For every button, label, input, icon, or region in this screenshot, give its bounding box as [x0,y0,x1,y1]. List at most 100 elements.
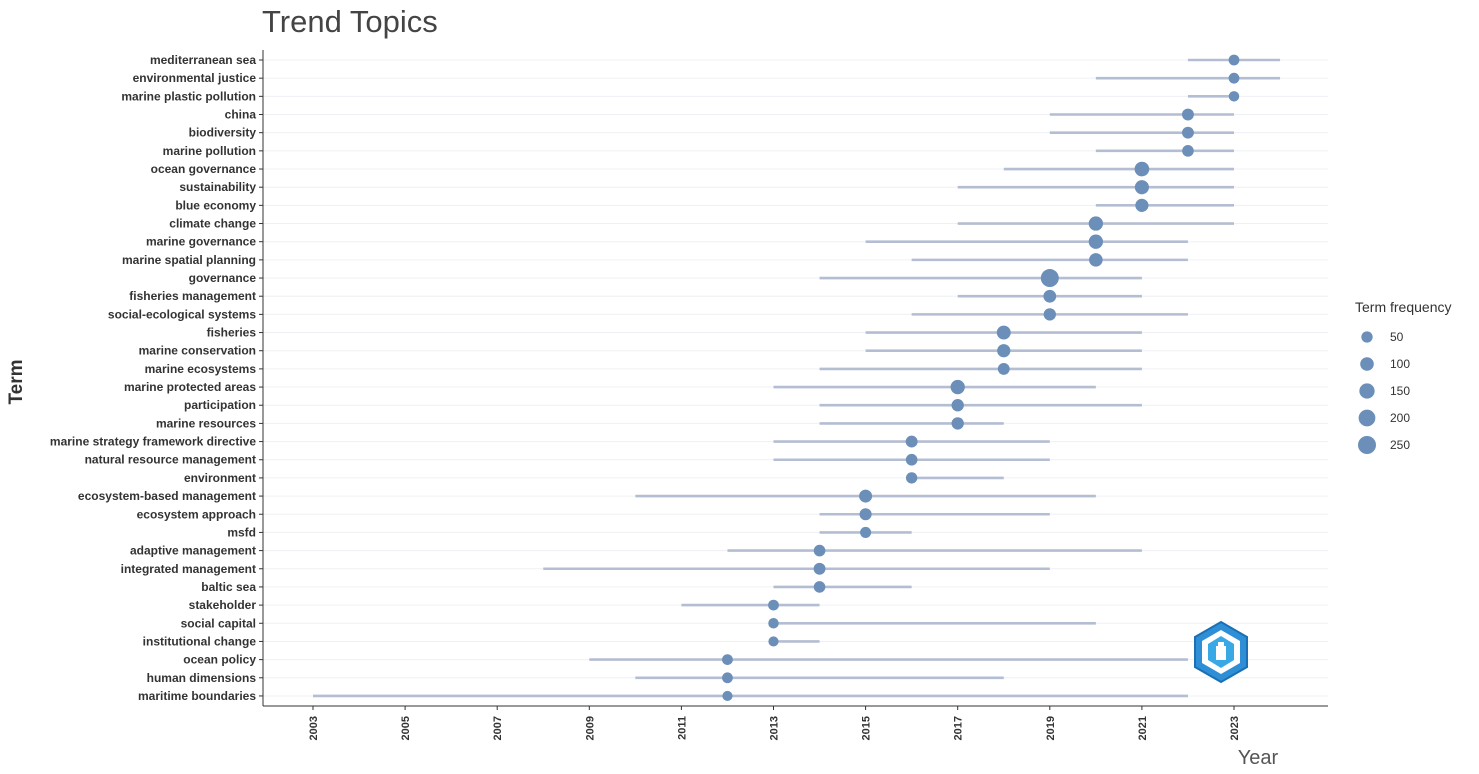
term-label: biodiversity [189,126,257,140]
term-label: ocean governance [151,162,257,176]
term-label: maritime boundaries [138,689,256,703]
term-label: fisheries management [129,289,256,303]
term-label: sustainability [179,180,256,194]
legend-label: 50 [1390,330,1404,344]
data-point [813,581,826,593]
term-label: environment [184,471,256,485]
term-label: marine governance [146,235,256,249]
chart-title: Trend Topics [262,4,438,39]
term-label: integrated management [121,562,256,576]
term-label: marine pollution [163,144,256,158]
y-axis: mediterranean sea environmental justice ma… [50,50,264,706]
data-point [722,654,733,666]
data-point [905,472,918,484]
data-point [768,618,779,629]
data-point [1040,269,1059,288]
term-label: marine protected areas [124,380,256,394]
term-label: fisheries [207,326,257,340]
legend-key [1359,383,1375,399]
x-tick-label: 2017 [953,716,965,740]
x-tick-label: 2003 [308,716,320,740]
data-point [950,379,965,395]
data-point [996,325,1011,340]
term-label: ecosystem approach [137,507,256,521]
x-tick-label: 2019 [1045,716,1057,740]
data-point [1228,54,1240,66]
data-point [905,453,918,466]
data-point [951,399,964,412]
term-label: social capital [181,616,256,630]
term-label: marine ecosystems [145,362,257,376]
data-points [722,54,1240,702]
x-tick-label: 2005 [400,716,412,740]
x-tick-label: 2011 [676,716,688,740]
x-tick-label: 2023 [1229,716,1241,740]
range-lines [313,58,1281,698]
term-label: adaptive management [130,544,256,558]
term-label: msfd [227,525,256,539]
legend-label: 200 [1390,411,1410,425]
data-point [1228,72,1240,84]
data-point [1182,126,1194,139]
data-point [951,417,964,430]
term-label: marine plastic pollution [121,89,256,103]
data-point [1228,91,1240,102]
legend-key [1360,357,1374,371]
legend-label: 150 [1390,384,1410,398]
legend-title: Term frequency [1355,299,1451,315]
term-label: stakeholder [189,598,257,612]
data-point [1182,108,1194,121]
term-label: marine spatial planning [122,253,256,267]
legend-key [1358,436,1376,454]
legend-label: 250 [1390,438,1410,452]
term-label: ocean policy [183,653,256,667]
term-label: marine resources [156,416,256,430]
term-label: climate change [169,217,256,231]
x-tick-label: 2007 [492,716,504,740]
term-label: baltic sea [201,580,256,594]
data-point [768,636,779,647]
data-point [1134,180,1149,195]
data-point [997,344,1011,358]
y-axis-label: Term [6,359,27,404]
data-point [997,362,1010,375]
term-label: china [225,108,257,122]
data-point [813,544,826,557]
x-axis-label: Year [1238,747,1279,769]
data-point [722,690,733,702]
data-point [905,435,918,448]
term-label: ecosystem-based management [78,489,256,503]
data-point [1134,161,1150,177]
x-tick-label: 2013 [769,716,781,740]
data-point [722,672,733,684]
term-label: governance [189,271,257,285]
legend-key [1358,409,1376,427]
data-point [768,599,779,611]
data-point [1088,234,1104,249]
legend-key [1361,331,1373,343]
data-point [1089,253,1103,267]
x-tick-label: 2015 [861,716,873,740]
legend: Term frequency 50 100 150 200 250 [1355,299,1451,454]
data-point [1135,198,1149,212]
bibliometrix-logo-icon [1194,620,1248,684]
data-point [860,526,872,538]
grid-lines [263,59,1328,697]
term-label: institutional change [143,634,257,648]
data-point [859,489,873,503]
term-label: social-ecological systems [108,307,256,321]
data-point [859,508,872,521]
term-label: marine strategy framework directive [50,435,256,449]
term-label: mediterranean sea [150,53,256,67]
x-tick-label: 2009 [584,716,596,740]
data-point [1182,145,1194,157]
x-tick-label: 2021 [1137,716,1149,740]
term-label: marine conservation [139,344,256,358]
term-label: blue economy [175,198,256,212]
data-point [1088,216,1104,231]
data-point [813,562,826,575]
term-label: human dimensions [147,671,257,685]
term-label: natural resource management [85,453,256,467]
term-label: environmental justice [133,71,257,85]
